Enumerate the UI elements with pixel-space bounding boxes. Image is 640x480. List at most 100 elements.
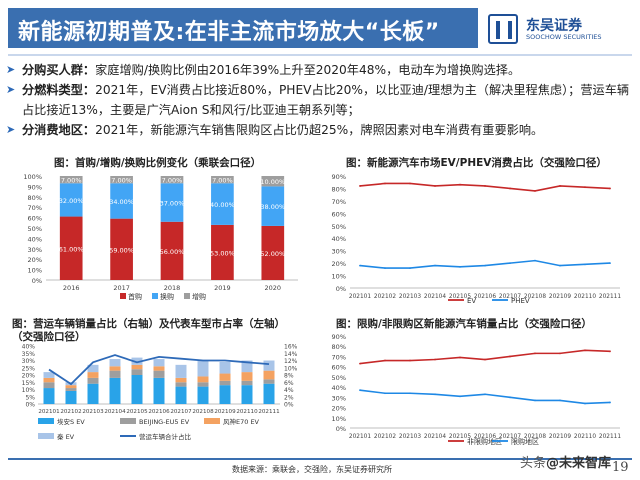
- bar-segment: [175, 364, 187, 378]
- y-tick-label-left: 0%: [25, 402, 35, 409]
- x-tick-label: 202111: [258, 409, 280, 415]
- bar-segment: [263, 370, 275, 380]
- data-point: [559, 185, 561, 187]
- data-point: [559, 399, 561, 402]
- data-point: [409, 267, 411, 269]
- bar-segment: [241, 372, 253, 381]
- data-label: 53.00%: [210, 249, 235, 257]
- data-point: [459, 395, 461, 398]
- bullet-key: 分消费地区：: [22, 123, 96, 137]
- bullet-text: 家庭增购/换购比例由2016年39%上升至2020年48%，电动车为增换购选择。: [95, 63, 521, 77]
- chart-title: 图：限购/非限购区新能源汽车销量占比（交强险口径）: [336, 318, 592, 330]
- data-point: [459, 265, 461, 268]
- data-point: [509, 355, 511, 358]
- chart-panel-restricted: 图：限购/非限购区新能源汽车销量占比（交强险口径） 0% 10% 20% 30% 40%…: [320, 314, 632, 458]
- data-point: [609, 262, 611, 265]
- legend-label: 埃安S EV: [57, 417, 85, 426]
- bar-segment: [241, 380, 253, 386]
- bar-segment: [43, 377, 55, 383]
- bar-segment: [175, 386, 187, 404]
- x-tick-label: 202108: [524, 294, 546, 300]
- data-point: [584, 349, 586, 352]
- y-tick-label-right: 12%: [284, 358, 298, 365]
- data-label: 7.00%: [162, 177, 183, 185]
- data-point: [534, 352, 536, 355]
- bar-segment: [87, 383, 99, 404]
- data-point: [509, 187, 511, 190]
- y-tick-label: 60%: [332, 364, 346, 372]
- data-label: 32.00%: [59, 197, 84, 205]
- bar-segment: [219, 361, 231, 374]
- y-tick-label: 80%: [28, 194, 42, 202]
- x-tick-label: 202102: [60, 409, 81, 415]
- y-tick-label: 0%: [32, 277, 42, 285]
- chart-panel-operating: 图：营运车辆销量占比（右轴）及代表车型市占率（左轴） （交强险口径） 0% 5% 1…: [8, 314, 314, 458]
- legend-swatch: [120, 293, 126, 299]
- x-tick-label: 2018: [164, 284, 181, 292]
- data-point: [384, 392, 386, 395]
- bullet-item: ➤ 分消费地区：2021年，新能源汽车销售限购区占比仍超25%，牌照因素对电车消…: [6, 120, 634, 140]
- y-tick-label: 20%: [332, 405, 346, 413]
- x-tick-label: 202110: [236, 409, 258, 415]
- data-point: [584, 402, 586, 405]
- data-point: [609, 187, 611, 190]
- y-tick-label-left: 15%: [22, 380, 36, 387]
- chart-title: 图：首购/增购/换购比例变化（乘联会口径）: [54, 157, 262, 169]
- bar-segment: [211, 224, 234, 280]
- data-label: 38.00%: [260, 203, 285, 211]
- legend-label: 风神E70 EV: [223, 417, 260, 426]
- y-tick-label: 70%: [332, 198, 346, 206]
- bullet-item: ➤ 分购买人群：家庭增购/换购比例由2016年39%上升至2020年48%，电动…: [6, 60, 634, 80]
- data-point: [359, 264, 361, 267]
- data-label: 37.00%: [160, 200, 185, 208]
- header-divider: [8, 54, 632, 56]
- x-tick-label: 202111: [599, 294, 621, 300]
- y-tick-label-right: 14%: [284, 351, 298, 358]
- data-point: [484, 185, 486, 187]
- y-tick-label: 50%: [332, 223, 346, 231]
- data-point: [584, 263, 586, 266]
- legend-label: 增购: [192, 292, 206, 301]
- x-tick-label: 202108: [192, 409, 214, 415]
- bar-segment: [110, 218, 133, 280]
- bar-segment: [263, 383, 275, 404]
- bar-segment: [131, 369, 143, 375]
- y-tick-label: 10%: [332, 415, 346, 423]
- x-tick-label: 202109: [214, 409, 236, 415]
- y-tick-label: 30%: [332, 394, 346, 402]
- legend-swatch: [38, 433, 54, 439]
- y-tick-label-right: 4%: [284, 387, 294, 394]
- data-point: [434, 185, 436, 187]
- bullet-text: 2021年，新能源汽车销售限购区占比仍超25%，牌照因素对电车消费有重要影响。: [95, 123, 544, 137]
- chart-subtitle: （交强险口径）: [12, 331, 86, 343]
- stacked-bar-chart-purchase: 0% 10% 20% 30% 40% 50% 60% 70% 80% 90% 100% 61.00% 3…: [23, 173, 298, 301]
- legend-label: PHEV: [511, 297, 530, 305]
- bullet-arrow-icon: ➤: [6, 63, 16, 76]
- bar-segment: [65, 388, 77, 391]
- legend-label: 限购地区: [511, 437, 539, 446]
- bar-segment: [160, 183, 184, 222]
- title-background: [8, 8, 478, 48]
- y-tick-label-right: 0%: [284, 402, 294, 409]
- data-point: [534, 399, 536, 402]
- data-point: [434, 393, 436, 396]
- data-label: 7.00%: [212, 177, 233, 185]
- data-label: 7.00%: [111, 177, 132, 185]
- x-tick-label: 202107: [499, 434, 521, 440]
- bar-segment: [211, 183, 234, 225]
- series-line: [359, 182, 611, 192]
- x-tick-label: 202104: [424, 294, 446, 300]
- bar-segment: [241, 385, 253, 404]
- bar-segment: [261, 225, 285, 280]
- slide-header: 新能源初期普及:在非主流市场放大“长板” 东吴证券 SOOCHOW SECURI…: [0, 0, 640, 50]
- data-point: [484, 264, 486, 267]
- data-label: 7.00%: [61, 177, 82, 185]
- y-tick-label: 30%: [332, 248, 346, 256]
- y-tick-label: 50%: [28, 225, 42, 233]
- bar-segment: [110, 176, 133, 184]
- bar-segment: [263, 379, 275, 384]
- data-point: [559, 264, 561, 267]
- bar-segment: [261, 176, 285, 187]
- bar-segment: [153, 366, 165, 371]
- x-tick-label: 202110: [574, 434, 596, 440]
